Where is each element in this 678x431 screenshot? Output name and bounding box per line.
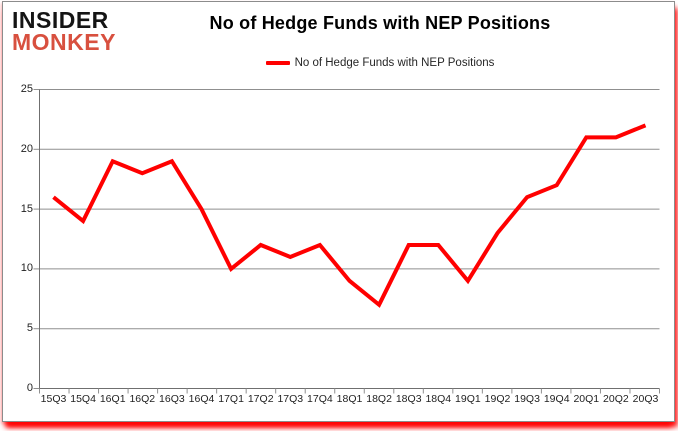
x-axis-label: 18Q4 [425,393,452,405]
x-axis-label: 20Q3 [632,393,659,405]
logo-line-monkey: MONKEY [12,29,116,55]
insider-monkey-logo: INSIDER MONKEY [12,7,116,55]
x-axis-label: 20Q1 [573,393,600,405]
x-axis-label: 15Q3 [40,393,67,405]
y-axis-label: 15 [20,202,33,215]
y-axis-label: 20 [20,142,33,155]
x-axis-label: 16Q2 [129,393,156,405]
x-axis-label: 17Q1 [218,393,244,405]
x-axis-label: 20Q2 [603,393,629,405]
y-axis-label: 0 [26,382,33,394]
legend-line-swatch [265,61,290,65]
x-axis-label: 18Q3 [395,393,422,405]
y-axis-label: 25 [20,83,33,95]
series-line [52,123,647,308]
x-axis-label: 19Q1 [455,393,481,405]
x-axis-label: 16Q4 [188,393,215,405]
x-axis-label: 19Q4 [543,393,570,405]
x-axis-label: 16Q3 [159,393,185,405]
x-axis-label: 19Q2 [484,393,511,405]
x-axis-label: 15Q4 [70,393,96,405]
x-axis-label: 18Q1 [336,393,363,405]
x-axis-label: 17Q2 [247,393,274,405]
legend-label: No of Hedge Funds with NEP Positions [294,57,495,69]
chart-title: No of Hedge Funds with NEP Positions [209,13,551,33]
x-axis-label: 17Q3 [277,393,304,405]
y-axis-label: 10 [20,262,33,275]
x-axis-label: 19Q3 [514,393,540,405]
y-axis-label: 5 [26,322,33,335]
x-axis-label: 18Q2 [366,393,392,405]
chart-card [2,1,675,422]
logo-line-insider: INSIDER [12,7,109,33]
x-axis-label: 17Q4 [307,393,333,405]
chart-legend: No of Hedge Funds with NEP Positions [150,56,610,70]
x-axis-label: 16Q1 [99,393,126,405]
